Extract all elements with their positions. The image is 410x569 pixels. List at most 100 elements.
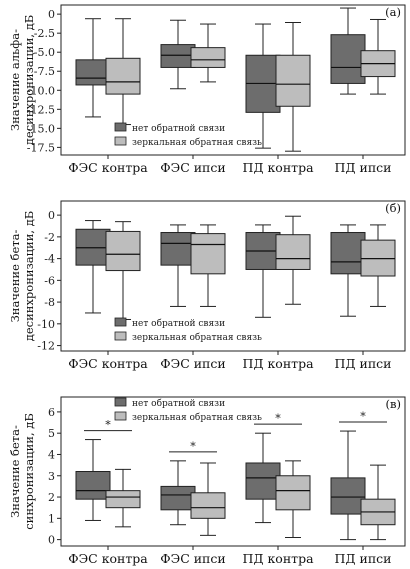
plot-frame xyxy=(60,200,406,352)
y-tick-label: -17.5 xyxy=(27,141,55,154)
x-category-label: ПД ипси xyxy=(334,356,391,371)
y-axis-label: Значение бета-десинхронизации, дБ xyxy=(8,211,36,341)
panel-3: 0 1 2 3 4 5 6 Значение бета-синхронизации, дБ (в… xyxy=(8,396,406,566)
legend-label: нет обратной связи xyxy=(132,318,225,329)
y-tick-label: 2 xyxy=(48,491,55,504)
significance-star: * xyxy=(360,410,366,423)
box-iqr xyxy=(75,59,111,86)
box-no-feedback xyxy=(330,430,366,541)
y-axis-label-line: десинхронизации, дБ xyxy=(22,211,36,341)
y-tick-label: -8 xyxy=(44,296,55,309)
legend-swatch xyxy=(114,136,127,146)
plot-frame xyxy=(60,4,406,156)
legend-swatch xyxy=(114,397,127,407)
box-mirror-feedback xyxy=(105,221,141,320)
y-tick-label: 1 xyxy=(48,512,55,525)
y-tick-label: -4 xyxy=(44,253,55,266)
x-category-label: ФЭС контра xyxy=(68,356,148,371)
y-tick-label: -12.5 xyxy=(27,103,55,116)
y-tick-label: -10 xyxy=(37,318,55,331)
y-tick-label: -15.0 xyxy=(27,122,55,135)
legend-label: зеркальная обратная связь xyxy=(132,412,262,423)
box-mirror-feedback xyxy=(275,460,311,538)
box-no-feedback xyxy=(245,432,281,524)
y-tick-label: -2 xyxy=(44,231,55,244)
box-mirror-feedback xyxy=(105,18,141,126)
box-iqr xyxy=(330,232,366,275)
x-category-label: ПД контра xyxy=(242,551,314,566)
box-iqr xyxy=(330,34,366,84)
legend-swatch xyxy=(114,331,127,341)
box-iqr xyxy=(105,490,141,509)
y-tick-label: 3 xyxy=(48,470,55,483)
x-category-label: ПД ипси xyxy=(334,551,391,566)
box-no-feedback xyxy=(160,224,196,307)
y-axis-label: Значение альфа-десинхронизации, дБ xyxy=(8,15,36,145)
box-no-feedback xyxy=(330,224,366,317)
box-iqr xyxy=(75,471,111,500)
panel-label: (а) xyxy=(385,5,401,19)
box-mirror-feedback xyxy=(360,464,396,541)
box-mirror-feedback xyxy=(360,224,396,307)
significance-star: * xyxy=(105,419,111,432)
y-axis-label-line: десинхронизации, дБ xyxy=(22,15,36,145)
box-iqr xyxy=(190,492,226,519)
box-iqr xyxy=(160,232,196,266)
y-axis-label-line: Значение бета- xyxy=(8,425,22,518)
legend-label: нет обратной связи xyxy=(132,123,225,134)
box-iqr xyxy=(275,234,311,270)
box-iqr xyxy=(105,230,141,272)
legend-swatch xyxy=(114,122,127,132)
y-tick-label: -5.0 xyxy=(34,46,55,59)
x-category-label: ФЭС ипси xyxy=(160,356,225,371)
box-iqr xyxy=(160,485,196,511)
box-no-feedback xyxy=(160,460,196,526)
y-tick-label: 6 xyxy=(48,406,55,419)
box-iqr xyxy=(190,47,226,68)
plot-frame xyxy=(60,396,406,547)
box-mirror-feedback xyxy=(360,18,396,95)
box-no-feedback xyxy=(330,7,366,95)
legend-swatch xyxy=(114,411,127,421)
panel-label: (в) xyxy=(386,397,401,411)
y-tick-label: 0 xyxy=(48,8,55,21)
box-iqr xyxy=(160,44,196,68)
y-tick-label: 5 xyxy=(48,427,55,440)
box-no-feedback xyxy=(245,23,281,149)
x-category-label: ФЭС ипси xyxy=(160,160,225,175)
y-axis-label-line: Значение альфа- xyxy=(8,29,22,131)
y-tick-label: 0 xyxy=(48,534,55,547)
y-tick-label: -2.5 xyxy=(34,27,55,40)
panel-label: (б) xyxy=(385,201,401,215)
box-mirror-feedback xyxy=(190,462,226,536)
x-category-label: ПД контра xyxy=(242,160,314,175)
panel-1: 0-2.5-5.0-7.5-10.0-12.5-15.0-17.5Значени… xyxy=(8,4,406,175)
box-no-feedback xyxy=(75,220,111,314)
y-axis-label-line: Значение бета- xyxy=(8,230,22,323)
y-axis-label: Значение бета-синхронизации, дБ xyxy=(8,413,36,530)
x-category-label: ПД контра xyxy=(242,356,314,371)
box-mirror-feedback xyxy=(275,22,311,152)
legend-label: нет обратной связи xyxy=(132,398,225,409)
x-category-label: ПД ипси xyxy=(334,160,391,175)
x-category-label: ФЭС ипси xyxy=(160,551,225,566)
box-mirror-feedback xyxy=(190,23,226,83)
y-tick-label: -10.0 xyxy=(27,84,55,97)
y-tick-label: -6 xyxy=(44,274,55,287)
box-no-feedback xyxy=(160,19,196,90)
box-no-feedback xyxy=(75,18,111,118)
significance-star: * xyxy=(190,440,196,453)
box-iqr xyxy=(275,475,311,511)
box-iqr xyxy=(105,57,141,95)
y-tick-label: -12 xyxy=(37,340,55,353)
legend-label: зеркальная обратная связь xyxy=(132,332,262,343)
box-iqr xyxy=(245,462,281,500)
box-mirror-feedback xyxy=(275,215,311,305)
y-axis-label-line: синхронизации, дБ xyxy=(22,413,36,530)
box-iqr xyxy=(190,233,226,275)
box-mirror-feedback xyxy=(105,468,141,528)
box-no-feedback xyxy=(245,224,281,318)
box-iqr xyxy=(330,477,366,515)
legend-swatch xyxy=(114,317,127,327)
